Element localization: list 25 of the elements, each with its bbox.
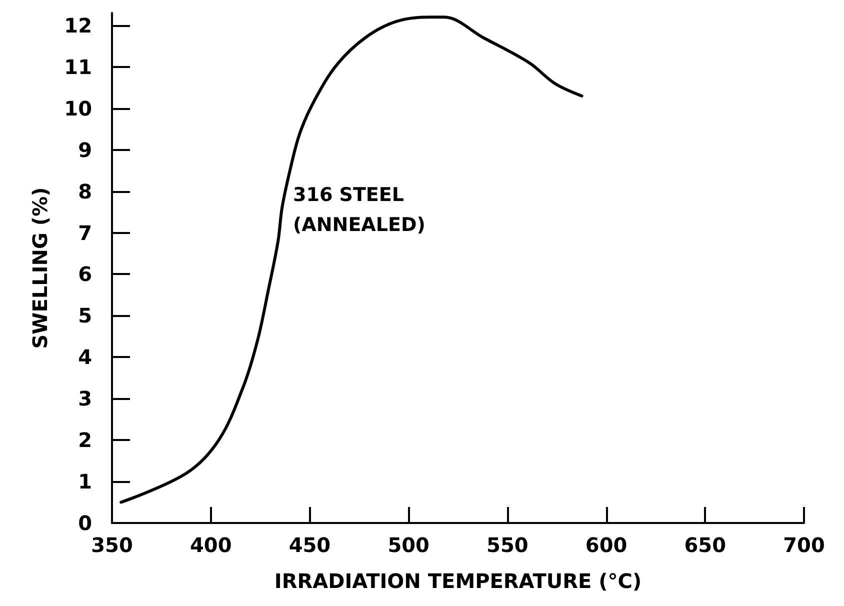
y-tick-label: 3 bbox=[78, 386, 92, 411]
y-tick-label: 0 bbox=[78, 511, 92, 535]
x-tick-label: 500 bbox=[388, 533, 430, 557]
annotation: 316 STEEL (ANNEALED) bbox=[293, 184, 426, 236]
y-tick-label: 8 bbox=[78, 179, 92, 204]
y-axis-title: SWELLING (%) bbox=[28, 187, 52, 349]
y-tick-label: 12 bbox=[64, 13, 92, 38]
x-tick-label: 400 bbox=[190, 533, 232, 557]
y-tick-label: 1 bbox=[78, 470, 92, 494]
y-tick-label: 4 bbox=[78, 345, 92, 370]
x-tick-label: 650 bbox=[684, 533, 726, 557]
x-tick-label: 450 bbox=[288, 533, 331, 557]
x-axis-title: IRRADIATION TEMPERATURE (°C) bbox=[274, 569, 642, 593]
y-tick-label: 7 bbox=[78, 220, 92, 245]
y-tick-label: 5 bbox=[78, 304, 92, 328]
y-tick-label: 10 bbox=[64, 96, 92, 120]
y-tick-label: 11 bbox=[64, 54, 92, 79]
line-series bbox=[120, 16, 584, 504]
x-tick-label: 550 bbox=[486, 533, 528, 557]
x-tick-label: 700 bbox=[783, 533, 825, 557]
x-tick-label: 350 bbox=[91, 533, 133, 557]
y-tick-label: 2 bbox=[78, 428, 92, 452]
x-tick-label: 600 bbox=[585, 533, 628, 557]
y-tick-label: 6 bbox=[78, 262, 92, 286]
y-tick-label: 9 bbox=[78, 138, 92, 162]
